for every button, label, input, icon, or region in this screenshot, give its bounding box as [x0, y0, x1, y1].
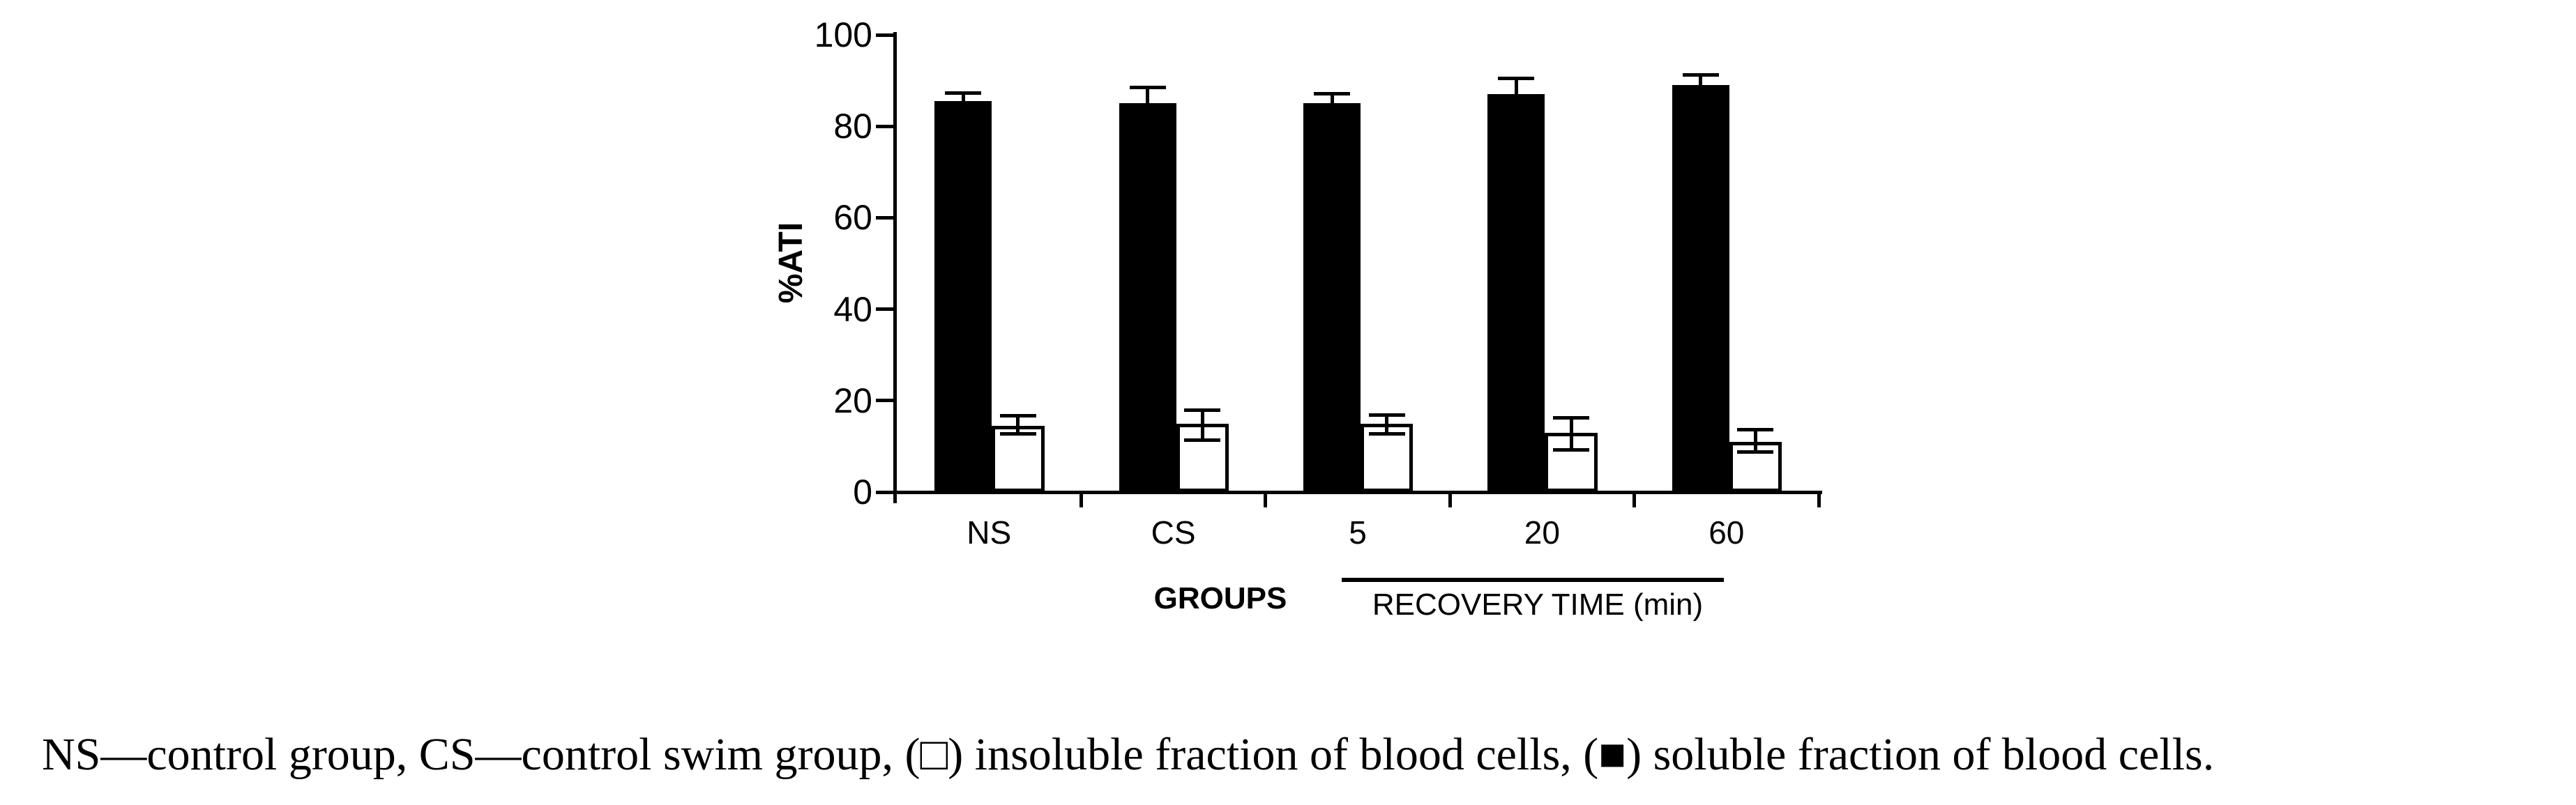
bar-soluble-20 [1487, 94, 1545, 492]
x-category-label: 60 [1709, 514, 1745, 551]
x-tick-mark [1817, 492, 1821, 507]
error-bar-cap-top [1184, 408, 1221, 413]
error-bar-cap-top [1498, 76, 1535, 80]
error-bar-cap-top [1682, 73, 1719, 77]
plot-area: 0 20 40 60 80 100 NS CS 5 20 60 [814, 15, 1821, 551]
error-bar-cap-bottom [999, 432, 1036, 436]
y-tick-label: 20 [833, 381, 872, 420]
y-tick-mark [876, 307, 897, 312]
error-bar-cap-top [1737, 428, 1774, 432]
error-bar-stem [1146, 87, 1150, 104]
x-tick-mark [1079, 492, 1083, 507]
x-category-label: 20 [1524, 514, 1560, 551]
bar-soluble-CS [1119, 103, 1176, 492]
error-bar-cap-top [945, 91, 982, 95]
bar-soluble-60 [1672, 85, 1729, 492]
y-tick-mark [876, 399, 897, 403]
y-tick-mark [876, 124, 897, 128]
y-tick-label: 80 [833, 107, 872, 146]
error-bar-stem [1385, 415, 1389, 434]
error-bar-cap-top [1129, 85, 1166, 89]
y-tick-label: 100 [814, 15, 872, 54]
error-bar-cap-top [1553, 415, 1589, 420]
error-bar-stem [1514, 78, 1518, 95]
bar-chart: %ATI 0 20 40 60 80 100 NS CS 5 20 60 GROUPS RECOVE… [773, 15, 1822, 622]
error-bar-cap-bottom [1184, 438, 1221, 442]
bar-soluble-NS [934, 101, 992, 492]
y-tick-mark [876, 33, 897, 37]
bar-insoluble-NS [992, 425, 1045, 492]
recovery-time-overline [1342, 578, 1724, 582]
error-bar-stem [1753, 429, 1757, 452]
error-bar-stem [1569, 417, 1573, 450]
y-tick-label: 0 [853, 473, 872, 512]
error-bar-cap-bottom [1553, 447, 1589, 452]
x-tick-mark [1448, 492, 1452, 507]
x-category-label: CS [1151, 514, 1196, 551]
error-bar-stem [1200, 410, 1204, 440]
error-bar-cap-top [1368, 413, 1405, 417]
error-bar-cap-top [999, 413, 1036, 417]
y-tick-label: 40 [833, 289, 872, 329]
x-axis-label-groups: GROUPS [1153, 581, 1287, 615]
x-category-label: 5 [1349, 514, 1367, 551]
figure-caption: NS—control group, CS—control swim group,… [42, 729, 2215, 780]
y-tick-mark [876, 490, 897, 494]
y-tick-label: 60 [833, 198, 872, 238]
error-bar-stem [1016, 415, 1020, 434]
x-tick-mark [1264, 492, 1268, 507]
y-axis-line [893, 32, 897, 503]
error-bar-cap-bottom [1368, 432, 1405, 436]
bar-soluble-5 [1303, 103, 1361, 492]
error-bar-stem [1330, 93, 1334, 104]
y-tick-mark [876, 215, 897, 220]
x-category-label: NS [967, 514, 1012, 551]
x-axis-label-recovery-time: RECOVERY TIME (min) [1372, 588, 1704, 622]
error-bar-cap-top [1314, 91, 1350, 95]
error-bar-cap-bottom [1737, 450, 1774, 454]
error-bar-stem [1699, 75, 1703, 86]
error-bar-stem [961, 93, 965, 102]
x-axis-line [893, 491, 1822, 494]
x-tick-mark [1632, 492, 1637, 507]
